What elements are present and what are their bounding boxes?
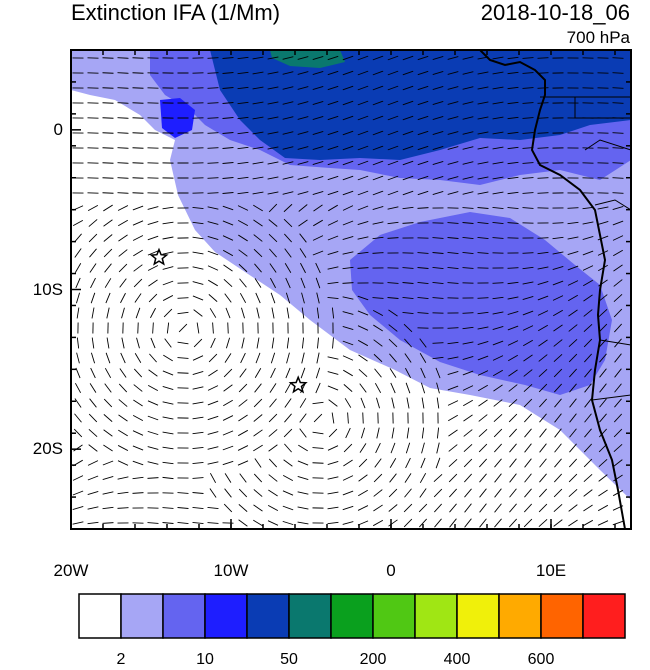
wind-barb <box>613 133 624 134</box>
wind-barb <box>133 103 144 104</box>
wind-barb <box>538 73 549 74</box>
wind-barb <box>208 148 219 149</box>
colorbar-box <box>79 594 121 638</box>
lon-tick-label: 10W <box>201 561 261 581</box>
colorbar-tick-label: 600 <box>516 650 566 670</box>
colorbar-box <box>583 594 625 638</box>
wind-barb <box>613 148 624 149</box>
wind-barb <box>118 193 129 194</box>
wind-barb <box>118 163 129 164</box>
wind-barb <box>538 118 549 119</box>
colorbar-tick-label: 10 <box>180 650 230 670</box>
colorbar-box <box>331 594 373 638</box>
colorbar-box <box>499 594 541 638</box>
lon-tick-label: 20W <box>41 561 101 581</box>
wind-barb <box>613 58 624 59</box>
wind-barb <box>538 178 549 179</box>
colorbar-box <box>247 594 289 638</box>
colorbar <box>79 594 625 638</box>
colorbar-box <box>205 594 247 638</box>
wind-barb <box>208 163 219 164</box>
wind-barb <box>613 73 624 74</box>
wind-barb <box>613 118 624 119</box>
wind-barb <box>133 133 144 134</box>
wind-barb <box>118 103 129 104</box>
wind-barb <box>118 178 129 179</box>
wind-barb <box>208 178 219 179</box>
wind-barb <box>118 148 129 149</box>
wind-barb <box>538 193 549 194</box>
wind-barb <box>613 178 624 179</box>
wind-barb <box>228 323 229 334</box>
wind-barb <box>538 103 549 104</box>
wind-barb <box>133 163 144 164</box>
colorbar-box <box>121 594 163 638</box>
lon-tick-label: 0 <box>361 561 421 581</box>
wind-barb <box>118 73 129 74</box>
wind-barb <box>133 58 144 59</box>
wind-barb <box>613 193 624 194</box>
lat-tick-label: 0 <box>13 120 63 140</box>
colorbar-box <box>415 594 457 638</box>
plot-area <box>71 50 631 529</box>
wind-barb <box>538 133 549 134</box>
wind-barb <box>363 413 364 424</box>
colorbar-tick-label: 200 <box>348 650 398 670</box>
wind-barb <box>538 58 549 59</box>
colorbar-box <box>163 594 205 638</box>
colorbar-box <box>289 594 331 638</box>
colorbar-box <box>373 594 415 638</box>
wind-barb <box>118 133 129 134</box>
wind-barb <box>208 58 219 59</box>
wind-barb <box>133 148 144 149</box>
colorbar-box <box>541 594 583 638</box>
wind-barb <box>208 103 219 104</box>
lat-tick-label: 20S <box>13 439 63 459</box>
wind-barb <box>208 88 219 89</box>
wind-barb <box>613 88 624 89</box>
colorbar-tick-label: 400 <box>432 650 482 670</box>
colorbar-box <box>457 594 499 638</box>
colorbar-tick-label: 50 <box>264 650 314 670</box>
wind-barb <box>613 163 624 164</box>
wind-barb <box>208 73 219 74</box>
wind-barb <box>208 118 219 119</box>
wind-barb <box>613 103 624 104</box>
wind-barb <box>118 118 129 119</box>
wind-barb <box>178 373 189 374</box>
wind-barb <box>538 163 549 164</box>
lon-tick-label: 10E <box>521 561 581 581</box>
wind-barb <box>208 193 219 194</box>
wind-barb <box>118 58 129 59</box>
wind-barb <box>133 193 144 194</box>
wind-barb <box>118 88 129 89</box>
colorbar-tick-label: 2 <box>96 650 146 670</box>
wind-barb <box>133 118 144 119</box>
wind-barb <box>538 148 549 149</box>
wind-barb <box>208 133 219 134</box>
lat-tick-label: 10S <box>13 280 63 300</box>
wind-barb <box>313 463 324 464</box>
wind-barb <box>133 88 144 89</box>
wind-barb <box>133 73 144 74</box>
wind-barb <box>538 88 549 89</box>
wind-barb <box>133 178 144 179</box>
